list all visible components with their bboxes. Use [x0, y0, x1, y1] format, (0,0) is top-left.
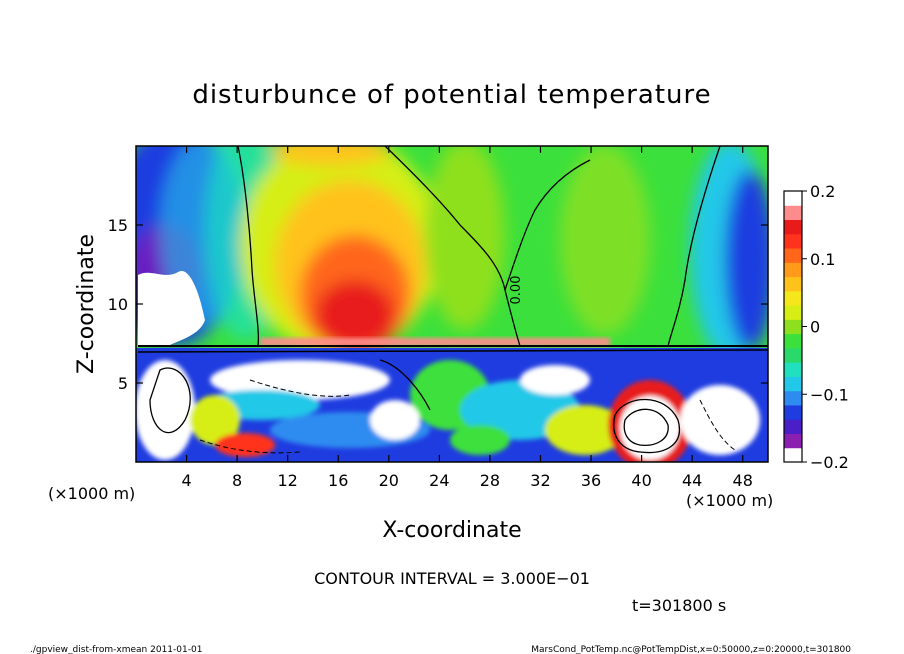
- x-tick-label: 12: [278, 471, 298, 490]
- colorbar-segment: [784, 233, 802, 249]
- colorbar-segment: [784, 404, 802, 420]
- x-tick-label: 20: [379, 471, 399, 490]
- colorbar-segment: [784, 376, 802, 392]
- y-tick-label: 5: [118, 374, 128, 393]
- x-tick-label: 8: [232, 471, 242, 490]
- x-unit-label-right: (×1000 m): [686, 491, 773, 510]
- colorbar-segment: [784, 362, 802, 377]
- colorbar-segment: [784, 290, 802, 306]
- colorbar-segment: [784, 305, 802, 320]
- colorbar-segment: [784, 347, 802, 363]
- heatmap-field: [136, 146, 768, 462]
- colorbar-segment: [784, 248, 802, 263]
- contour-label: 0.00: [509, 276, 524, 305]
- x-tick-label: 4: [181, 471, 191, 490]
- x-tick-label: 24: [429, 471, 449, 490]
- colorbar: [783, 190, 803, 463]
- y-axis: 5 10 15: [108, 216, 768, 393]
- colorbar-segment: [784, 205, 802, 221]
- x-tick-label: 36: [581, 471, 601, 490]
- colorbar-tick-label: −0.2: [810, 453, 849, 472]
- footer-right: MarsCond_PotTemp.nc@PotTempDist,x=0:5000…: [531, 645, 851, 654]
- colorbar-tick-label: −0.1: [810, 385, 849, 404]
- x-tick-label: 48: [733, 471, 753, 490]
- colorbar-segment: [784, 447, 802, 463]
- colorbar-tick-label: 0: [810, 318, 820, 337]
- colorbar-tick-label: 0.2: [810, 182, 835, 201]
- time-text: t=301800 s: [632, 596, 726, 615]
- y-tick-label: 10: [108, 295, 128, 314]
- colorbar-segment: [784, 319, 802, 335]
- x-axis-title: X-coordinate: [382, 518, 521, 543]
- footer-left: ./gpview_dist-from-xmean 2011-01-01: [30, 645, 202, 654]
- colorbar-segment: [784, 276, 802, 292]
- colorbar-segment: [784, 419, 802, 434]
- colorbar-segment: [784, 219, 802, 235]
- y-axis-title: Z-coordinate: [74, 234, 99, 374]
- contour-lines: [137, 146, 768, 454]
- x-tick-label: 32: [530, 471, 550, 490]
- colorbar-ticks: 0.2 0.1 0 −0.1 −0.2: [802, 182, 849, 472]
- x-axis: 4 8 12 16 20 24 28 32 36 40 44 48: [181, 146, 753, 490]
- colorbar-segment: [784, 333, 802, 349]
- x-tick-label: 40: [631, 471, 651, 490]
- colorbar-segment: [784, 191, 802, 206]
- colorbar-segment: [784, 433, 802, 449]
- colorbar-segment: [784, 390, 802, 406]
- colorbar-tick-label: 0.1: [810, 250, 835, 269]
- contour-interval-text: CONTOUR INTERVAL = 3.000E−01: [314, 569, 590, 588]
- x-tick-label: 16: [328, 471, 348, 490]
- chart-title: disturbunce of potential temperature: [192, 80, 711, 110]
- x-tick-label: 28: [480, 471, 500, 490]
- y-tick-label: 15: [108, 216, 128, 235]
- x-unit-label-left: (×1000 m): [48, 484, 135, 503]
- colorbar-segment: [784, 262, 802, 278]
- x-tick-label: 44: [682, 471, 702, 490]
